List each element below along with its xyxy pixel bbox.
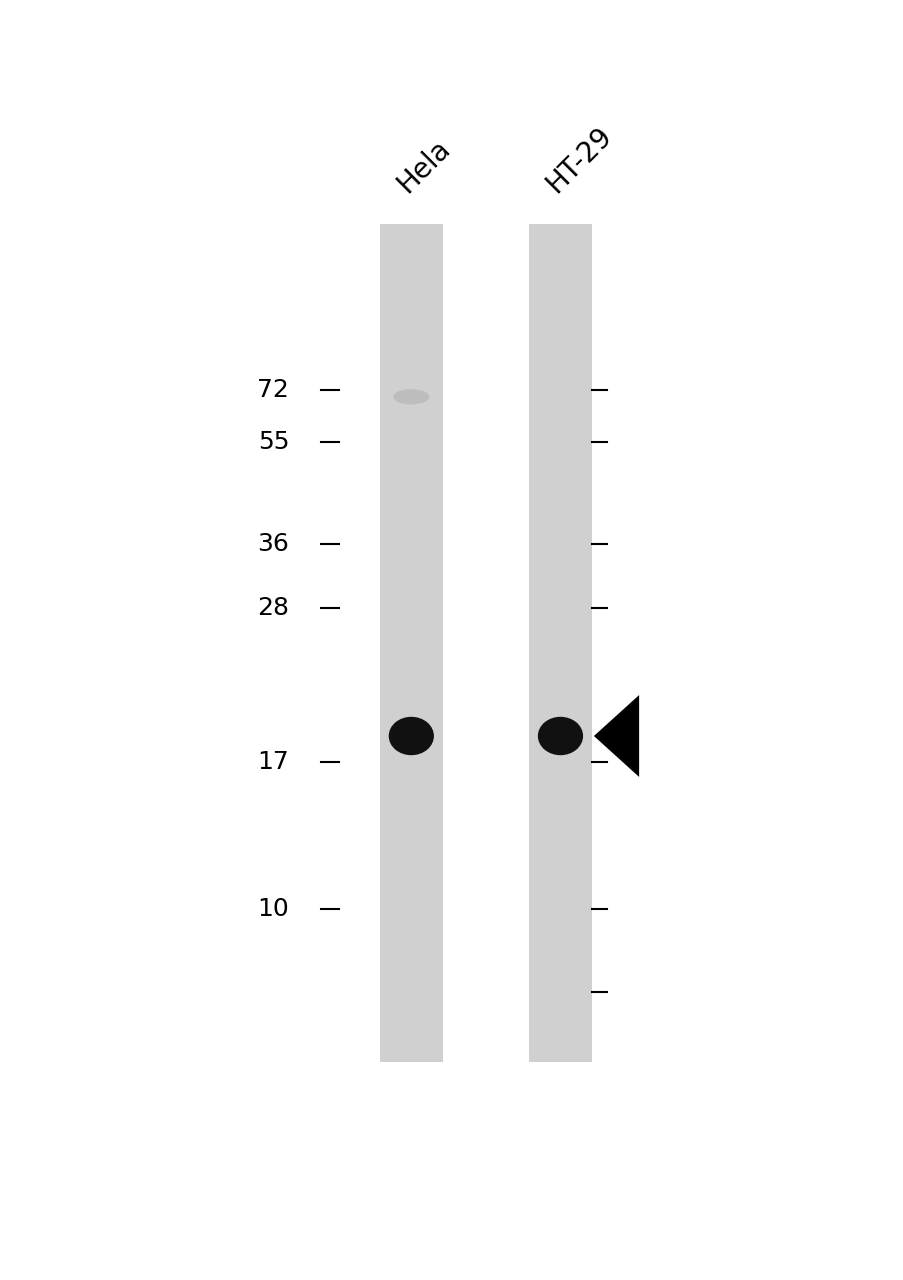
Text: 10: 10 xyxy=(257,897,289,920)
Bar xyxy=(528,224,591,1062)
Text: HT-29: HT-29 xyxy=(540,122,617,198)
Text: 36: 36 xyxy=(257,532,289,556)
Text: 72: 72 xyxy=(257,379,289,402)
Polygon shape xyxy=(593,695,638,777)
Text: Hela: Hela xyxy=(391,134,455,198)
Bar xyxy=(379,224,442,1062)
Text: 55: 55 xyxy=(257,430,289,453)
Text: 17: 17 xyxy=(257,750,289,773)
Ellipse shape xyxy=(393,389,429,404)
Ellipse shape xyxy=(537,717,582,755)
Text: 28: 28 xyxy=(257,596,289,620)
Ellipse shape xyxy=(388,717,433,755)
